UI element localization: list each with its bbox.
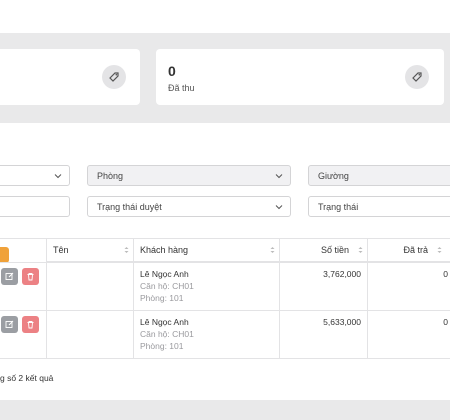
trash-icon: [27, 273, 34, 281]
paid-value: 0: [443, 269, 448, 279]
customer-room: Phòng: 101: [140, 293, 184, 303]
status-select-label: Trạng thái: [318, 201, 359, 212]
col-divider: [133, 238, 134, 358]
header-amount[interactable]: Số tiền: [279, 238, 367, 262]
row-divider: [0, 310, 450, 311]
chevron-down-icon: [275, 205, 283, 210]
edit-button[interactable]: [1, 316, 18, 333]
first-select[interactable]: [0, 165, 70, 186]
stat-card-left: [0, 49, 140, 105]
header-name[interactable]: Tên: [46, 238, 133, 262]
tag-icon: [405, 65, 429, 89]
header-paid[interactable]: Đã trả: [367, 238, 450, 262]
stat-value: 0: [168, 63, 176, 79]
col-divider: [367, 238, 368, 358]
first-input[interactable]: [0, 196, 70, 217]
customer-name: Lê Ngọc Anh: [140, 269, 189, 279]
tag-icon: [102, 65, 126, 89]
edit-icon: [5, 272, 14, 280]
room-select-label: Phòng: [97, 170, 124, 181]
customer-apartment: Căn hộ: CH01: [140, 329, 194, 339]
pagination-summary: g số 2 kết quả: [0, 373, 54, 383]
amount-value: 5,633,000: [323, 317, 361, 327]
amount-value: 3,762,000: [323, 269, 361, 279]
paid-value: 0: [443, 317, 448, 327]
stat-label: Đã thu: [168, 83, 195, 93]
approval-status-select[interactable]: Trạng thái duyệt: [87, 196, 291, 217]
header-bottom-border: [0, 262, 450, 263]
edit-button[interactable]: [1, 268, 18, 285]
trash-icon: [27, 321, 34, 329]
approval-status-label: Trạng thái duyệt: [97, 201, 162, 212]
chevron-down-icon: [54, 174, 62, 179]
edit-icon: [5, 320, 14, 328]
room-select[interactable]: Phòng: [87, 165, 291, 186]
delete-button[interactable]: [22, 268, 39, 285]
top-bar: [0, 0, 450, 33]
add-button[interactable]: [0, 247, 9, 263]
status-select[interactable]: Trạng thái: [308, 196, 450, 217]
row-divider: [0, 358, 450, 359]
delete-button[interactable]: [22, 316, 39, 333]
sort-icon: [270, 247, 275, 253]
stat-card-collected: 0 Đã thu: [156, 49, 444, 105]
sort-icon: [358, 247, 363, 253]
chevron-down-icon: [275, 174, 283, 179]
col-divider: [46, 238, 47, 358]
bed-select-label: Giường: [318, 170, 349, 181]
bed-select[interactable]: Giường: [308, 165, 450, 186]
customer-apartment: Căn hộ: CH01: [140, 281, 194, 291]
customer-room: Phòng: 101: [140, 341, 184, 351]
customer-name: Lê Ngọc Anh: [140, 317, 189, 327]
col-divider: [279, 238, 280, 358]
table-top-border: [0, 238, 450, 239]
sort-icon: [437, 247, 442, 253]
sort-icon: [124, 247, 129, 253]
main-panel: Phòng Giường Trạng thái duyệt Trạng thái…: [0, 123, 450, 400]
header-customer[interactable]: Khách hàng: [133, 238, 279, 262]
